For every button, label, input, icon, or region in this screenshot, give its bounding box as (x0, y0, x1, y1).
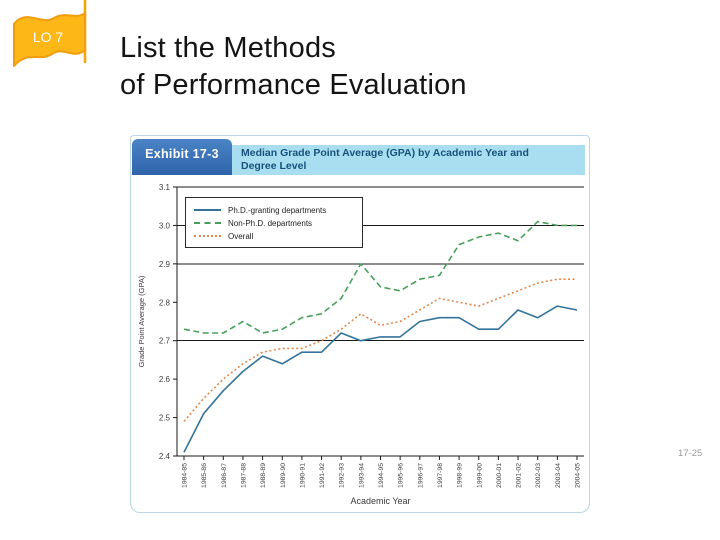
x-tick-label: 2000-01 (496, 463, 503, 488)
legend-item-phd: Ph.D.-granting departments (194, 204, 356, 216)
series-line-dotted (183, 278, 577, 422)
x-tick-label: 1987-88 (240, 463, 247, 488)
gpa-line-chart: 2.4 2.5 2.6 2.7 2.8 2.9 3.0 3.1 1984-85 1985-86 19… (137, 183, 584, 506)
y-tick-label: 2.4 (159, 452, 171, 461)
x-tick-label: 1996-97 (417, 463, 424, 488)
y-tick-label: 2.7 (159, 337, 171, 346)
x-tick-label: 1999-00 (476, 463, 483, 488)
x-tick-label: 2003-04 (555, 463, 562, 488)
legend-item-overall: Overall (194, 230, 356, 242)
exhibit-caption: Median Grade Point Average (GPA) by Acad… (241, 147, 529, 172)
legend-line-dashed-green (194, 222, 221, 224)
y-axis-title: Grade Point Average (GPA) (137, 275, 146, 367)
flag-shape (13, 12, 86, 67)
x-axis-title: Academic Year (350, 496, 410, 506)
x-tick-label: 1984-85 (182, 463, 189, 488)
y-tick-label: 2.5 (159, 414, 171, 423)
y-tick-label: 3.0 (159, 221, 171, 230)
x-tick-label: 2001-02 (516, 463, 523, 488)
series-line-dashed (183, 220, 577, 334)
x-tick-label: 2004-05 (575, 463, 582, 488)
legend-label: Overall (228, 231, 254, 241)
x-tick-label: 1985-86 (201, 463, 208, 488)
chart-legend: Ph.D.-granting departments Non-Ph.D. dep… (185, 197, 363, 248)
x-tick-label: 1986-87 (221, 463, 228, 488)
legend-line-solid-blue (194, 209, 221, 211)
x-tick-label: 1989-90 (280, 463, 287, 488)
x-tick-label: 1988-89 (260, 463, 267, 488)
series-line-solid (183, 305, 578, 453)
x-tick-label: 1990-91 (299, 463, 306, 488)
x-tick-label: 1994-95 (378, 463, 385, 488)
y-tick-label: 2.6 (159, 375, 171, 384)
x-tick-label: 1997-98 (437, 463, 444, 488)
x-tick-label: 1992-93 (339, 463, 346, 488)
y-tick-label: 2.8 (159, 298, 171, 307)
slide-title: List the Methods of Performance Evaluatio… (120, 30, 467, 104)
x-tick-label: 1991-92 (319, 463, 326, 488)
exhibit-caption-strip: Median Grade Point Average (GPA) by Acad… (232, 145, 585, 175)
lo-badge-label: LO 7 (33, 29, 64, 45)
title-line-1: List the Methods (120, 32, 336, 64)
x-tick-label: 1995-96 (398, 463, 405, 488)
title-line-2: of Performance Evaluation (120, 69, 467, 101)
exhibit-tab: Exhibit 17-3 (132, 139, 232, 175)
x-tick-label: 1993-94 (358, 463, 365, 488)
legend-label: Non-Ph.D. departments (228, 218, 313, 228)
legend-line-dotted-orange (194, 235, 221, 237)
page-number: 17-25 (678, 448, 703, 459)
x-tick-label: 1998-99 (457, 463, 464, 488)
legend-item-nonphd: Non-Ph.D. departments (194, 217, 356, 229)
exhibit-17-3: Median Grade Point Average (GPA) by Acad… (130, 135, 590, 513)
y-tick-label: 2.9 (159, 260, 171, 269)
y-tick-label: 3.1 (159, 183, 171, 192)
legend-label: Ph.D.-granting departments (228, 205, 327, 215)
x-tick-label: 2002-03 (535, 463, 542, 488)
lo7-flag-badge: LO 7 (13, 0, 87, 67)
